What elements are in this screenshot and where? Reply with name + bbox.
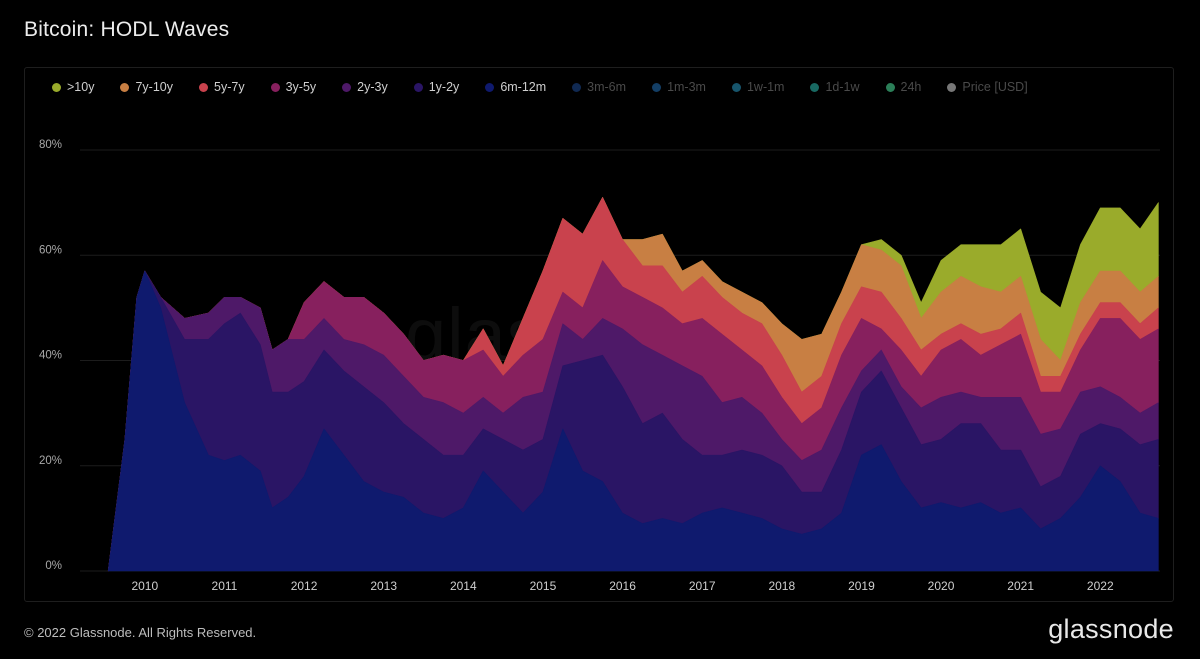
legend-label: 1y-2y (428, 80, 460, 94)
y-axis: 0% 20% 40% 60% 80% (39, 139, 62, 572)
x-tick-label: 2011 (212, 579, 238, 593)
legend-item-10[interactable]: 1d-1w (810, 80, 860, 94)
legend-swatch (199, 82, 208, 92)
x-axis: 2010 2011 2012 2013 2014 2015 2016 2017 2018 2019… (131, 579, 1113, 593)
legend-item-2[interactable]: 5y-7y (199, 80, 245, 94)
glassnode-logo: glassnode (1048, 614, 1174, 644)
legend-swatch (731, 82, 741, 92)
legend-swatch (270, 82, 280, 92)
legend-item-12[interactable]: Price [USD] (947, 80, 1028, 94)
legend-label: 24h (900, 80, 922, 94)
x-tick-label: 2022 (1087, 579, 1114, 593)
x-tick-label: 2016 (609, 579, 636, 593)
legend-label: 6m-12m (500, 80, 547, 94)
legend-label: 7y-10y (135, 80, 173, 94)
chart-title: Bitcoin: HODL Waves (24, 18, 230, 41)
legend-label: 1w-1m (746, 80, 785, 94)
legend-item-5[interactable]: 1y-2y (413, 80, 460, 94)
legend-label: 3m-6m (587, 80, 627, 94)
legend-label: 1m-3m (667, 80, 706, 94)
x-tick-label: 2013 (370, 579, 397, 593)
legend-swatch (413, 82, 423, 92)
chart-legend: >10y 7y-10y 5y-7y 3y-5y 2y-3y 1y-2y 6m-12m 3m-6… (52, 78, 1054, 96)
legend-item-8[interactable]: 1m-3m (652, 80, 706, 94)
legend-swatch (342, 82, 352, 92)
stacked-areas (107, 197, 1159, 572)
x-tick-label: 2020 (928, 579, 955, 593)
legend-swatch (810, 82, 820, 92)
legend-item-0[interactable]: >10y (52, 80, 94, 94)
legend-item-1[interactable]: 7y-10y (120, 80, 173, 94)
legend-item-6[interactable]: 6m-12m (485, 80, 546, 94)
x-tick-label: 2021 (1007, 579, 1034, 593)
legend-label: >10y (67, 80, 95, 94)
x-tick-label: 2012 (291, 579, 318, 593)
legend-swatch (485, 82, 495, 92)
area-series-6m-12m (107, 270, 1159, 572)
copyright-text: © 2022 Glassnode. All Rights Reserved. (24, 625, 257, 640)
x-tick-label: 2010 (131, 579, 158, 593)
legend-label: 5y-7y (214, 80, 245, 94)
x-tick-label: 2017 (689, 579, 716, 593)
legend-swatch (572, 82, 582, 92)
legend-item-3[interactable]: 3y-5y (270, 80, 317, 94)
y-tick-label: 60% (39, 244, 62, 256)
legend-item-11[interactable]: 24h (885, 80, 922, 94)
legend-swatch (52, 82, 61, 92)
legend-label: 3y-5y (285, 80, 317, 94)
legend-label: Price [USD] (962, 80, 1028, 94)
legend-item-9[interactable]: 1w-1m (731, 80, 785, 94)
y-tick-label: 80% (39, 139, 62, 151)
legend-swatch (885, 82, 895, 92)
x-tick-label: 2019 (848, 579, 875, 593)
legend-item-7[interactable]: 3m-6m (572, 80, 626, 94)
legend-label: 2y-3y (357, 80, 388, 94)
legend-swatch (652, 82, 662, 92)
y-tick-label: 0% (45, 560, 62, 572)
x-tick-label: 2014 (450, 579, 477, 593)
legend-swatch (120, 82, 130, 92)
x-tick-label: 2018 (768, 579, 795, 593)
legend-swatch (947, 82, 957, 92)
legend-label: 1d-1w (825, 80, 860, 94)
legend-item-4[interactable]: 2y-3y (342, 80, 388, 94)
y-tick-label: 20% (39, 455, 62, 467)
x-tick-label: 2015 (530, 579, 557, 593)
y-tick-label: 40% (39, 350, 62, 362)
